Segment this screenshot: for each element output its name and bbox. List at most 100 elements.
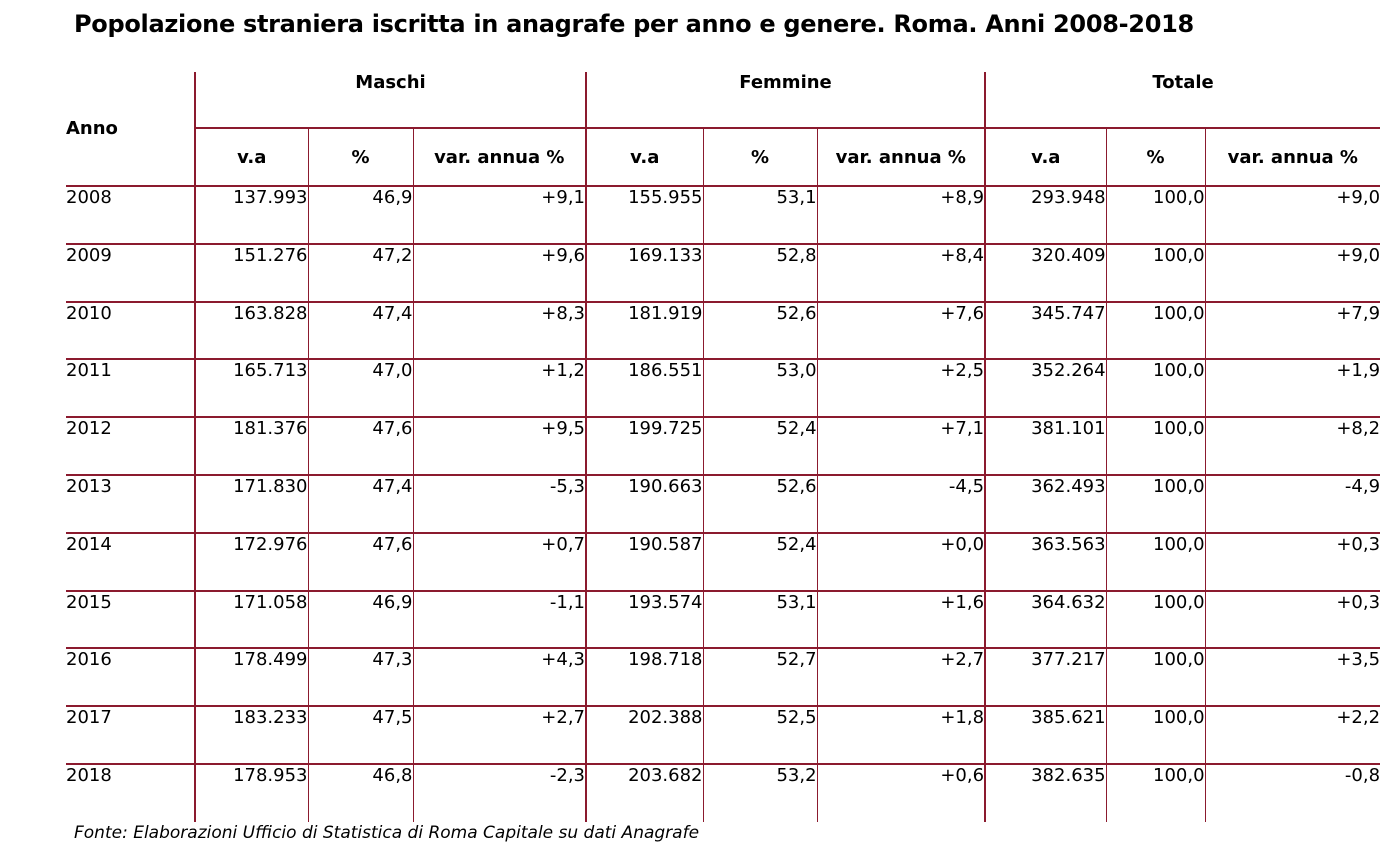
header-maschi: Maschi — [193, 72, 587, 129]
cell-totale-pct: 100,0 — [1105, 417, 1206, 475]
cell-totale-var: -4,9 — [1204, 474, 1381, 533]
cell-femmine-pct: 53,2 — [702, 763, 818, 822]
cell-totale-pct: 100,0 — [1105, 474, 1206, 533]
cell-totale-var: +8,2 — [1204, 417, 1381, 475]
cell-maschi-va: 172.976 — [194, 532, 308, 591]
cell-totale-pct: 100,0 — [1105, 359, 1206, 418]
cell-totale-pct: 100,0 — [1105, 301, 1206, 360]
cell-femmine-va: 169.133 — [585, 243, 704, 302]
cell-femmine-pct: 52,8 — [702, 243, 818, 302]
cell-maschi-var: -1,1 — [412, 590, 587, 649]
cell-totale-var: -0,8 — [1204, 763, 1381, 822]
table-row: 2015 171.058 46,9 -1,1 193.574 53,1 +1,6 364.63… — [66, 590, 1381, 649]
cell-totale-va: 320.409 — [984, 243, 1107, 302]
cell-maschi-var: -5,3 — [412, 474, 587, 533]
table-body: 2008 137.993 46,9 +9,1 155.955 53,1 +8,9 293.94… — [66, 186, 1381, 822]
cell-maschi-pct: 47,3 — [307, 648, 413, 707]
cell-maschi-var: +9,6 — [412, 243, 587, 302]
cell-femmine-pct: 52,5 — [702, 706, 818, 764]
cell-maschi-var: +4,3 — [412, 648, 587, 707]
cell-totale-var: +9,0 — [1204, 186, 1381, 244]
cell-year: 2013 — [66, 475, 112, 497]
cell-maschi-pct: 47,6 — [307, 417, 413, 475]
subheader-va: v.a — [984, 128, 1107, 187]
table-row: 2009 151.276 47,2 +9,6 169.133 52,8 +8,4 320.40… — [66, 243, 1381, 302]
cell-totale-va: 385.621 — [984, 706, 1107, 764]
cell-totale-va: 364.632 — [984, 590, 1107, 649]
cell-totale-pct: 100,0 — [1105, 648, 1206, 707]
cell-femmine-va: 186.551 — [585, 359, 704, 418]
table-row: 2014 172.976 47,6 +0,7 190.587 52,4 +0,0 363.56… — [66, 532, 1381, 591]
cell-femmine-var: +1,8 — [816, 706, 986, 764]
table-row: 2013 171.830 47,4 -5,3 190.663 52,6 -4,5 362.49… — [66, 474, 1381, 533]
cell-maschi-pct: 47,2 — [307, 243, 413, 302]
cell-maschi-var: +1,2 — [412, 359, 587, 418]
table-row: 2016 178.499 47,3 +4,3 198.718 52,7 +2,7 377.21… — [66, 648, 1381, 707]
subheader-var: var. annua % — [412, 128, 587, 187]
cell-femmine-var: -4,5 — [816, 474, 986, 533]
subheader-pct: % — [307, 128, 413, 187]
cell-year: 2012 — [66, 418, 112, 440]
cell-year: 2014 — [66, 533, 112, 555]
cell-femmine-pct: 52,4 — [702, 417, 818, 475]
cell-year: 2015 — [66, 591, 112, 613]
cell-maschi-pct: 47,5 — [307, 706, 413, 764]
cell-totale-va: 363.563 — [984, 532, 1107, 591]
cell-femmine-va: 193.574 — [585, 590, 704, 649]
cell-femmine-va: 155.955 — [585, 186, 704, 244]
subheader-pct: % — [1105, 128, 1206, 187]
cell-year: 2009 — [66, 244, 112, 266]
cell-femmine-va: 181.919 — [585, 301, 704, 360]
table-title: Popolazione straniera iscritta in anagra… — [74, 10, 1194, 38]
cell-femmine-va: 190.663 — [585, 474, 704, 533]
table-row: 2008 137.993 46,9 +9,1 155.955 53,1 +8,9 293.94… — [66, 186, 1381, 244]
cell-femmine-pct: 53,1 — [702, 186, 818, 244]
subheader-var: var. annua % — [1204, 128, 1381, 187]
cell-femmine-pct: 52,7 — [702, 648, 818, 707]
cell-maschi-pct: 46,8 — [307, 763, 413, 822]
cell-maschi-var: +8,3 — [412, 301, 587, 360]
cell-femmine-va: 203.682 — [585, 763, 704, 822]
cell-maschi-va: 181.376 — [194, 417, 308, 475]
cell-femmine-va: 190.587 — [585, 532, 704, 591]
cell-femmine-var: +0,6 — [816, 763, 986, 822]
cell-femmine-var: +1,6 — [816, 590, 986, 649]
cell-totale-var: +3,5 — [1204, 648, 1381, 707]
cell-maschi-var: -2,3 — [412, 763, 587, 822]
cell-totale-va: 377.217 — [984, 648, 1107, 707]
cell-femmine-pct: 53,1 — [702, 590, 818, 649]
header-totale: Totale — [984, 72, 1381, 129]
cell-totale-pct: 100,0 — [1105, 186, 1206, 244]
cell-femmine-pct: 52,6 — [702, 474, 818, 533]
cell-year: 2011 — [66, 360, 112, 382]
cell-totale-var: +1,9 — [1204, 359, 1381, 418]
cell-totale-pct: 100,0 — [1105, 532, 1206, 591]
subheader-var: var. annua % — [816, 128, 986, 187]
header-femmine: Femmine — [585, 72, 986, 129]
cell-totale-var: +7,9 — [1204, 301, 1381, 360]
cell-year: 2010 — [66, 302, 112, 324]
cell-femmine-va: 199.725 — [585, 417, 704, 475]
cell-femmine-var: +2,7 — [816, 648, 986, 707]
cell-totale-pct: 100,0 — [1105, 590, 1206, 649]
cell-maschi-va: 165.713 — [194, 359, 308, 418]
cell-maschi-va: 151.276 — [194, 243, 308, 302]
table-row: 2018 178.953 46,8 -2,3 203.682 53,2 +0,6 382.63… — [66, 763, 1381, 822]
cell-totale-va: 382.635 — [984, 763, 1107, 822]
cell-totale-var: +0,3 — [1204, 590, 1381, 649]
cell-maschi-var: +2,7 — [412, 706, 587, 764]
cell-femmine-var: +8,4 — [816, 243, 986, 302]
cell-maschi-pct: 47,6 — [307, 532, 413, 591]
cell-totale-var: +9,0 — [1204, 243, 1381, 302]
cell-femmine-pct: 52,6 — [702, 301, 818, 360]
cell-maschi-pct: 47,0 — [307, 359, 413, 418]
cell-maschi-va: 178.499 — [194, 648, 308, 707]
cell-femmine-va: 198.718 — [585, 648, 704, 707]
table-row: 2012 181.376 47,6 +9,5 199.725 52,4 +7,1 381.10… — [66, 417, 1381, 475]
cell-femmine-var: +2,5 — [816, 359, 986, 418]
cell-femmine-va: 202.388 — [585, 706, 704, 764]
cell-totale-va: 345.747 — [984, 301, 1107, 360]
cell-femmine-var: +8,9 — [816, 186, 986, 244]
subheader-va: v.a — [585, 128, 704, 187]
table-row: 2011 165.713 47,0 +1,2 186.551 53,0 +2,5 352.26… — [66, 359, 1381, 418]
